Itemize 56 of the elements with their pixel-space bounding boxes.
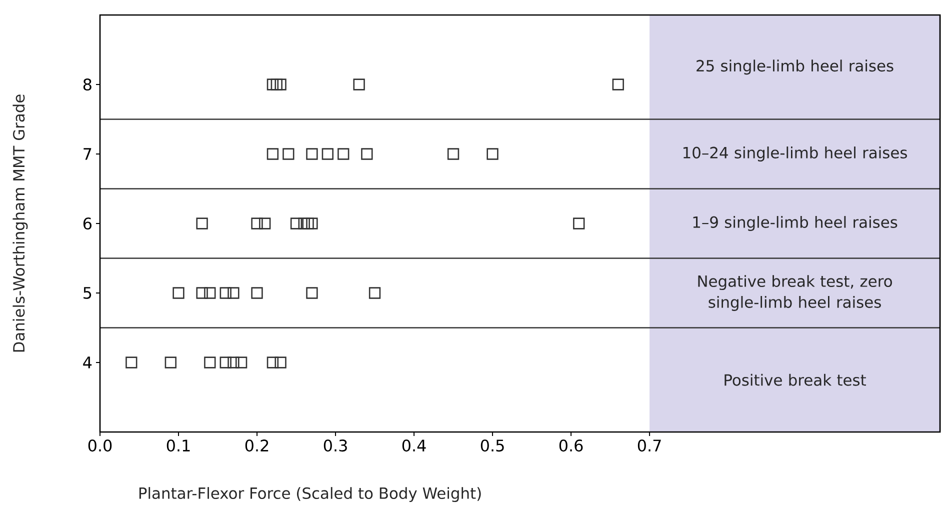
point xyxy=(270,78,282,90)
x-tick-label: 0.0 xyxy=(88,440,112,452)
point xyxy=(228,356,240,368)
point xyxy=(290,218,302,230)
y-tick-label: 6 xyxy=(83,217,92,230)
x-tick-label: 0.1 xyxy=(166,440,190,452)
y-tick-label: 5 xyxy=(84,287,92,299)
annotation: 25 single-limb heel raises xyxy=(696,60,894,75)
point xyxy=(274,356,286,368)
point xyxy=(220,356,232,368)
annotation: Negative break test, zero single-limb heel raises xyxy=(698,275,892,311)
point xyxy=(172,287,184,299)
point xyxy=(368,287,381,299)
y-tick-label: 7 xyxy=(84,148,92,160)
point xyxy=(251,218,263,230)
point xyxy=(338,148,350,160)
x-tick-label: 0.7 xyxy=(638,440,661,452)
point xyxy=(251,287,263,299)
point xyxy=(298,218,310,230)
point xyxy=(220,287,232,299)
point xyxy=(204,287,216,299)
point xyxy=(361,148,373,160)
annotation: 10–24 single-limb heel raises xyxy=(684,146,907,162)
x-axis-title: Plantar-Flexor Force (Scaled to Body Weight) xyxy=(139,487,481,502)
x-tick-label: 0.3 xyxy=(324,440,347,452)
y-tick-label: 8 xyxy=(83,78,92,91)
point xyxy=(196,287,208,299)
point xyxy=(322,148,334,160)
point xyxy=(266,78,279,90)
y-tick-label: 4 xyxy=(83,356,92,368)
point xyxy=(306,287,318,299)
point xyxy=(274,78,286,90)
point xyxy=(126,356,138,368)
point xyxy=(486,148,498,160)
point xyxy=(573,218,585,230)
point xyxy=(228,287,240,299)
point xyxy=(235,356,248,368)
point xyxy=(353,78,365,90)
point xyxy=(612,78,624,90)
point xyxy=(266,148,279,160)
point xyxy=(266,356,279,368)
y-axis-title: Daniels-Worthingham MMT Grade xyxy=(12,94,28,352)
x-tick-label: 0.6 xyxy=(559,440,583,452)
annotation: Positive break test xyxy=(724,374,866,386)
point xyxy=(196,218,208,230)
point xyxy=(447,148,460,160)
point xyxy=(306,148,318,160)
point xyxy=(204,356,216,368)
point xyxy=(259,218,271,230)
point xyxy=(306,218,318,230)
annotation: 1–9 single-limb heel raises xyxy=(693,216,898,231)
x-tick-label: 0.4 xyxy=(402,440,426,452)
point xyxy=(282,148,294,160)
x-tick-label: 0.2 xyxy=(245,440,268,452)
point xyxy=(164,356,176,368)
x-tick-label: 0.5 xyxy=(480,440,504,452)
